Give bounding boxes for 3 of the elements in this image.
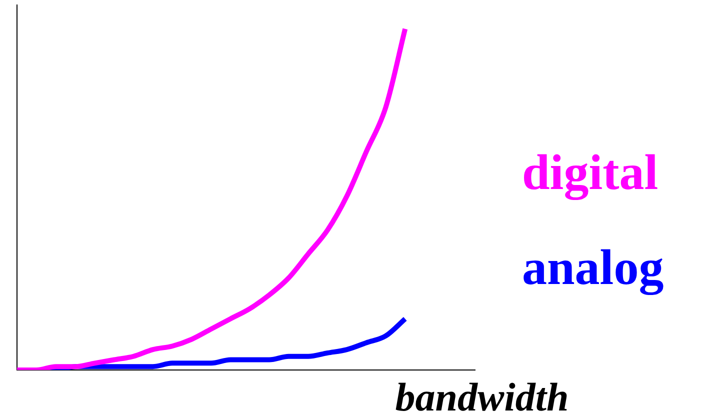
x-axis-title: bandwidth xyxy=(395,374,569,419)
text: digital xyxy=(522,143,660,202)
text: analog xyxy=(522,238,664,297)
